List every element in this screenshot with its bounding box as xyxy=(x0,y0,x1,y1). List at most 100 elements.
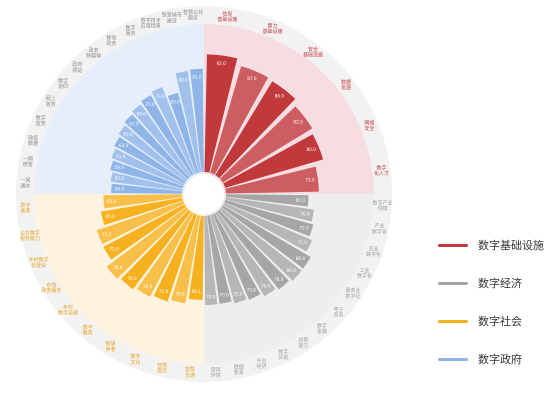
bar[interactable] xyxy=(136,211,194,297)
category-label: 创新能力 xyxy=(298,337,308,350)
value-label: 73.0 xyxy=(155,94,165,99)
value-label: 56.0 xyxy=(115,186,125,191)
value-label: 86.0 xyxy=(275,93,285,98)
value-label: 71.0 xyxy=(145,102,155,107)
legend-item-digital-economy[interactable]: 数字经济 xyxy=(438,264,550,302)
category-label: 工业数字化 xyxy=(357,267,372,280)
sector-background xyxy=(204,194,374,364)
bar[interactable] xyxy=(224,199,314,237)
bar[interactable] xyxy=(111,183,183,194)
sector-background xyxy=(34,194,204,364)
legend-label: 数字政府 xyxy=(478,353,522,366)
value-label: 78.0 xyxy=(113,265,123,270)
category-label: 数字化人才 xyxy=(374,164,389,177)
bar[interactable] xyxy=(188,215,204,300)
bar[interactable] xyxy=(103,204,187,260)
value-label: 80.0 xyxy=(307,147,317,152)
legend-item-digital-infrastructure[interactable]: 数字基础设施 xyxy=(438,226,550,264)
bar[interactable] xyxy=(118,125,188,182)
bar[interactable] xyxy=(110,160,184,189)
bar[interactable] xyxy=(101,197,183,226)
category-label: 数字技术应用场景 xyxy=(141,17,161,30)
category-label: 移动政务 xyxy=(106,35,116,48)
category-label: 智慧城市建设 xyxy=(162,12,182,25)
bar[interactable] xyxy=(204,54,238,173)
bar[interactable] xyxy=(223,134,324,188)
category-label: 网络安全 xyxy=(364,119,374,132)
bar[interactable] xyxy=(209,214,247,304)
category-label: 数字产业规模 xyxy=(373,200,393,213)
chart-background xyxy=(16,6,392,382)
category-label: 智慧公共服务 xyxy=(183,9,203,22)
bar[interactable] xyxy=(111,148,185,187)
bar[interactable] xyxy=(141,95,194,176)
value-label: 65.0 xyxy=(106,214,116,219)
bar[interactable] xyxy=(221,205,311,269)
value-label: 65.0 xyxy=(296,198,306,203)
category-label: 服务业数字化 xyxy=(345,287,360,300)
bar[interactable] xyxy=(225,166,319,194)
value-label: 65.0 xyxy=(123,132,133,137)
category-label: 政务新媒体 xyxy=(86,47,101,60)
category-label: 数字文化 xyxy=(130,353,140,366)
category-label: 网上政务 xyxy=(46,95,56,108)
legend-item-digital-society[interactable]: 数字社会 xyxy=(438,302,550,340)
bar[interactable] xyxy=(175,71,202,173)
bar[interactable] xyxy=(219,106,313,183)
bar[interactable] xyxy=(171,215,201,304)
bar[interactable] xyxy=(207,215,232,304)
value-label: 87.0 xyxy=(247,76,257,81)
value-label: 59.0 xyxy=(115,165,125,170)
value-label: 82.0 xyxy=(293,119,303,124)
bar[interactable] xyxy=(153,213,197,302)
category-label: 一网统管 xyxy=(23,157,33,169)
legend-item-digital-government[interactable]: 数字政府 xyxy=(438,340,550,378)
bar[interactable] xyxy=(132,104,192,178)
bar[interactable] xyxy=(217,209,289,290)
category-label: 平台经济 xyxy=(257,357,267,370)
bar[interactable] xyxy=(103,194,183,209)
category-label: 公共数字服务能力 xyxy=(20,230,40,243)
legend-label: 数字经济 xyxy=(478,277,522,290)
sector-background xyxy=(204,24,374,194)
bar[interactable] xyxy=(167,92,199,174)
category-label: 算力基础设施 xyxy=(262,22,282,35)
bar[interactable] xyxy=(223,202,313,252)
bar[interactable] xyxy=(204,215,218,305)
category-label: 一网通办 xyxy=(20,178,30,190)
value-label: 80.0 xyxy=(296,256,306,261)
bar[interactable] xyxy=(210,66,269,175)
value-label: 70.0 xyxy=(219,293,229,298)
bar[interactable] xyxy=(106,207,189,279)
bar[interactable] xyxy=(124,114,190,180)
legend-swatch xyxy=(438,281,468,285)
bar[interactable] xyxy=(212,213,261,300)
category-label: 数字金融 xyxy=(317,322,327,335)
bar[interactable] xyxy=(110,172,183,192)
bar[interactable] xyxy=(121,209,191,290)
outer-ring xyxy=(16,6,392,382)
bar[interactable] xyxy=(114,136,186,184)
value-label: 63.0 xyxy=(119,143,129,148)
bar[interactable] xyxy=(151,86,197,175)
category-label: 数字贸易 xyxy=(278,348,288,361)
bar[interactable] xyxy=(215,211,276,297)
category-label: 乡村数字化建设 xyxy=(29,256,49,269)
bar[interactable] xyxy=(225,194,309,207)
bar[interactable] xyxy=(215,81,296,179)
value-label: 74.0 xyxy=(143,284,153,289)
bar[interactable] xyxy=(96,201,185,245)
bar-layer xyxy=(96,54,324,305)
category-label: 政府网站 xyxy=(72,61,82,74)
category-label: 数字教育 xyxy=(83,324,93,337)
bar[interactable] xyxy=(225,197,314,222)
value-label: 73.0 xyxy=(305,178,315,183)
value-label: 62.0 xyxy=(107,199,117,204)
value-label: 72.0 xyxy=(159,289,169,294)
bar[interactable] xyxy=(219,207,302,281)
value-label: 73.0 xyxy=(247,287,257,292)
bar[interactable] xyxy=(190,68,204,173)
category-label: 智慧交通 xyxy=(185,366,195,379)
value-label: 71.7 xyxy=(102,232,112,237)
